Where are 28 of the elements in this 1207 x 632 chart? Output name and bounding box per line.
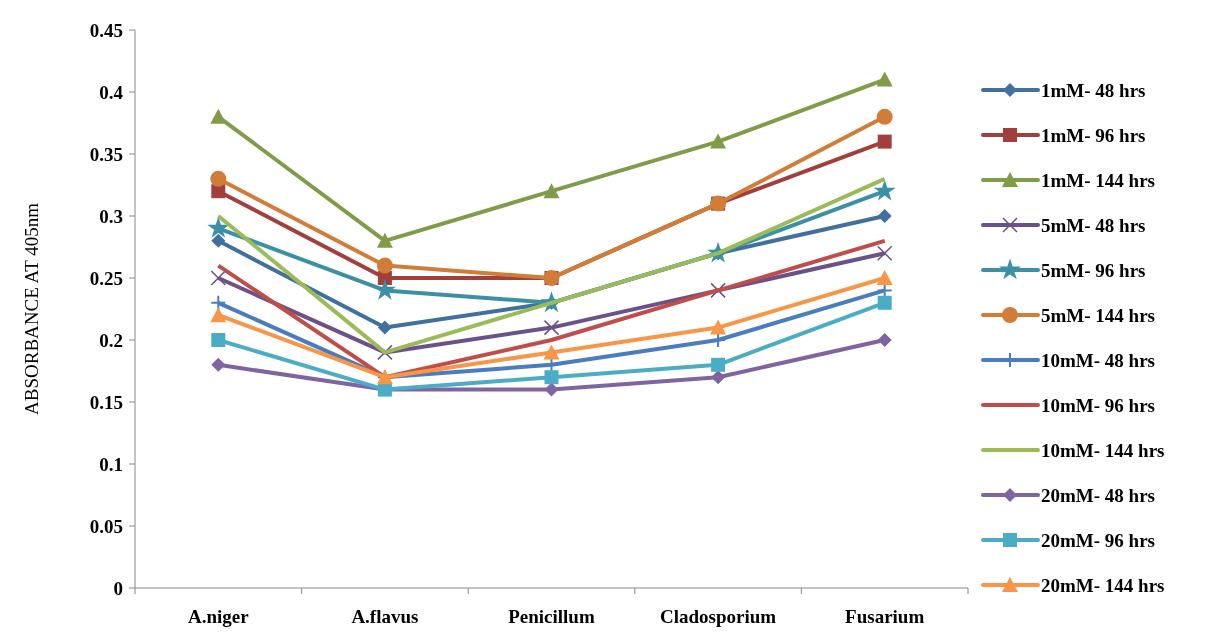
y-tick-label: 0 [113, 577, 123, 599]
y-axis-title: ABSORBANCE AT 405nm [21, 202, 42, 415]
y-tick-label: 0.35 [89, 143, 123, 165]
y-tick-label: 0.1 [99, 453, 123, 475]
legend-label: 20mM- 144 hrs [1041, 574, 1165, 596]
y-tick-label: 0.25 [89, 267, 123, 289]
legend-label: 10mM- 144 hrs [1041, 439, 1165, 461]
legend-label: 1mM- 144 hrs [1041, 169, 1155, 191]
legend-label: 1mM- 48 hrs [1041, 79, 1146, 101]
legend-label: 10mM- 96 hrs [1041, 394, 1155, 416]
legend-label: 1mM- 96 hrs [1041, 124, 1146, 146]
x-tick-label: A.flavus [351, 606, 419, 627]
x-tick-label: Fusarium [845, 606, 925, 627]
y-tick-label: 0.4 [99, 81, 124, 103]
y-tick-label: 0.15 [89, 391, 123, 413]
legend-label: 5mM- 48 hrs [1041, 214, 1146, 236]
y-tick-label: 0.3 [99, 205, 123, 227]
y-tick-label: 0.05 [89, 515, 123, 537]
legend-label: 20mM- 48 hrs [1041, 484, 1155, 506]
legend-label: 20mM- 96 hrs [1041, 529, 1155, 551]
x-tick-label: Penicillum [508, 606, 595, 627]
y-tick-label: 0.2 [99, 329, 123, 351]
x-tick-label: Cladosporium [660, 606, 777, 627]
y-tick-label: 0.45 [89, 19, 123, 41]
legend-label: 10mM- 48 hrs [1041, 349, 1155, 371]
x-tick-label: A.niger [187, 606, 250, 627]
legend-label: 5mM- 144 hrs [1041, 304, 1155, 326]
legend-label: 5mM- 96 hrs [1041, 259, 1146, 281]
